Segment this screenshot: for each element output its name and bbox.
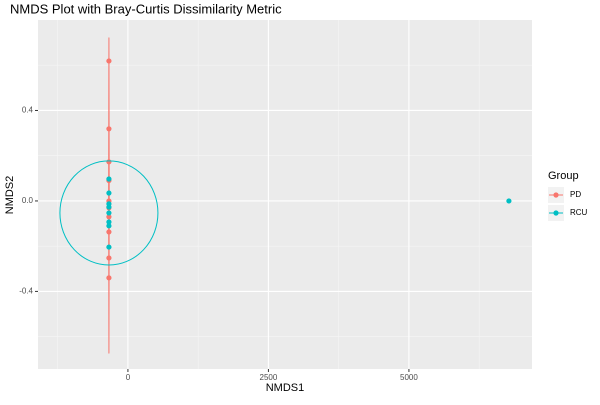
- point: [106, 176, 112, 182]
- point: [106, 214, 112, 220]
- point: [106, 223, 112, 229]
- legend-label: PD: [570, 190, 581, 199]
- point: [106, 210, 112, 216]
- point: [106, 275, 112, 281]
- point: [506, 198, 512, 204]
- legend-label: RCU: [570, 208, 588, 217]
- x-tick-label: 0: [126, 373, 131, 382]
- point: [106, 204, 112, 210]
- y-tick-label: -0.4: [19, 287, 33, 296]
- x-tick-label: 2500: [260, 373, 278, 382]
- chart-title: NMDS Plot with Bray-Curtis Dissimilarity…: [10, 1, 282, 16]
- y-tick-label: 0.4: [22, 106, 34, 115]
- y-axis-label: NMDS2: [4, 176, 16, 215]
- plot-background: [38, 20, 532, 369]
- point: [106, 229, 112, 235]
- y-tick-label: 0.0: [22, 196, 34, 205]
- confidence-ellipse: [59, 160, 159, 266]
- point: [106, 58, 112, 64]
- x-tick-label: 5000: [400, 373, 418, 382]
- point: [106, 219, 112, 225]
- point: [106, 126, 112, 132]
- legend-marker: [553, 210, 559, 216]
- point: [106, 190, 112, 196]
- point: [106, 159, 112, 165]
- legend-title: Group: [548, 170, 579, 182]
- point: [106, 244, 112, 250]
- legend-marker: [553, 192, 559, 198]
- point: [106, 255, 112, 261]
- x-axis-label: NMDS1: [266, 382, 305, 394]
